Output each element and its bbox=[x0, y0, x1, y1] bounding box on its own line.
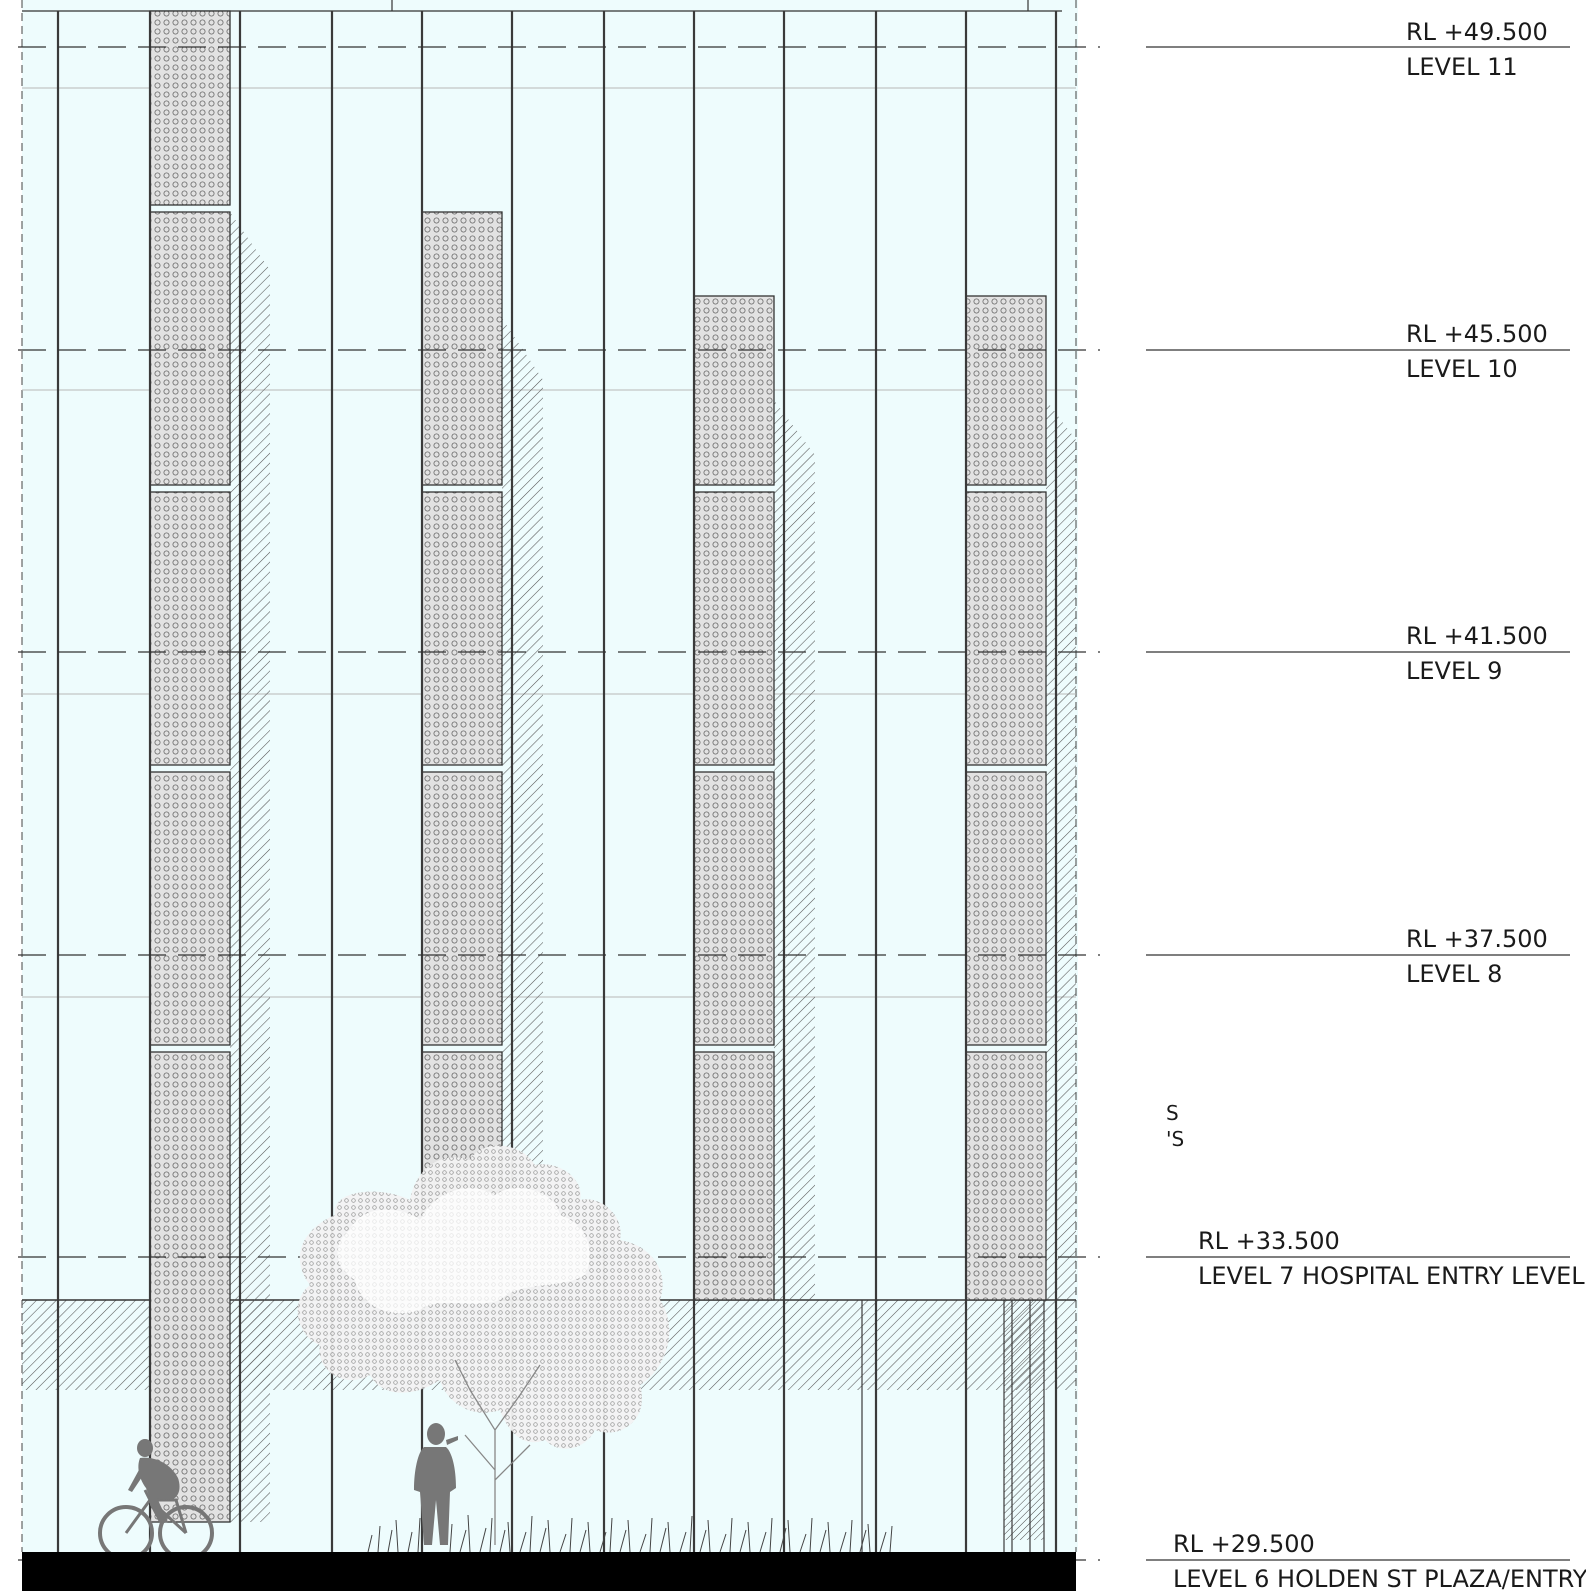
level-9-name: LEVEL 9 bbox=[1406, 657, 1502, 685]
level-10-name: LEVEL 10 bbox=[1406, 355, 1518, 383]
entry-door-hatch bbox=[1004, 1300, 1044, 1540]
cropped-annotation-line-2: 'S bbox=[1166, 1127, 1184, 1151]
level-11-name: LEVEL 11 bbox=[1406, 53, 1518, 81]
level-11-rl: RL +49.500 bbox=[1406, 18, 1548, 46]
ground-slab bbox=[22, 1552, 1076, 1591]
level-7-name: LEVEL 7 HOSPITAL ENTRY LEVEL bbox=[1198, 1262, 1585, 1290]
level-10-rl: RL +45.500 bbox=[1406, 320, 1548, 348]
perforated-panels-col-4 bbox=[966, 296, 1046, 1300]
level-7-rl: RL +33.500 bbox=[1198, 1227, 1340, 1255]
level-labels: RL +49.500 LEVEL 11 RL +45.500 LEVEL 10 … bbox=[1173, 18, 1586, 1591]
level-marker-lines bbox=[1146, 47, 1570, 1560]
level-9-rl: RL +41.500 bbox=[1406, 622, 1548, 650]
level-6-rl: RL +29.500 bbox=[1173, 1530, 1315, 1558]
perforated-panels-col-3 bbox=[694, 296, 774, 1300]
level-6-name: LEVEL 6 HOLDEN ST PLAZA/ENTRY bbox=[1173, 1565, 1586, 1591]
level-8-name: LEVEL 8 bbox=[1406, 960, 1502, 988]
level-8-rl: RL +37.500 bbox=[1406, 925, 1548, 953]
cropped-annotation-line-1: S bbox=[1166, 1101, 1179, 1125]
perforated-panels-col-2 bbox=[422, 212, 502, 1300]
